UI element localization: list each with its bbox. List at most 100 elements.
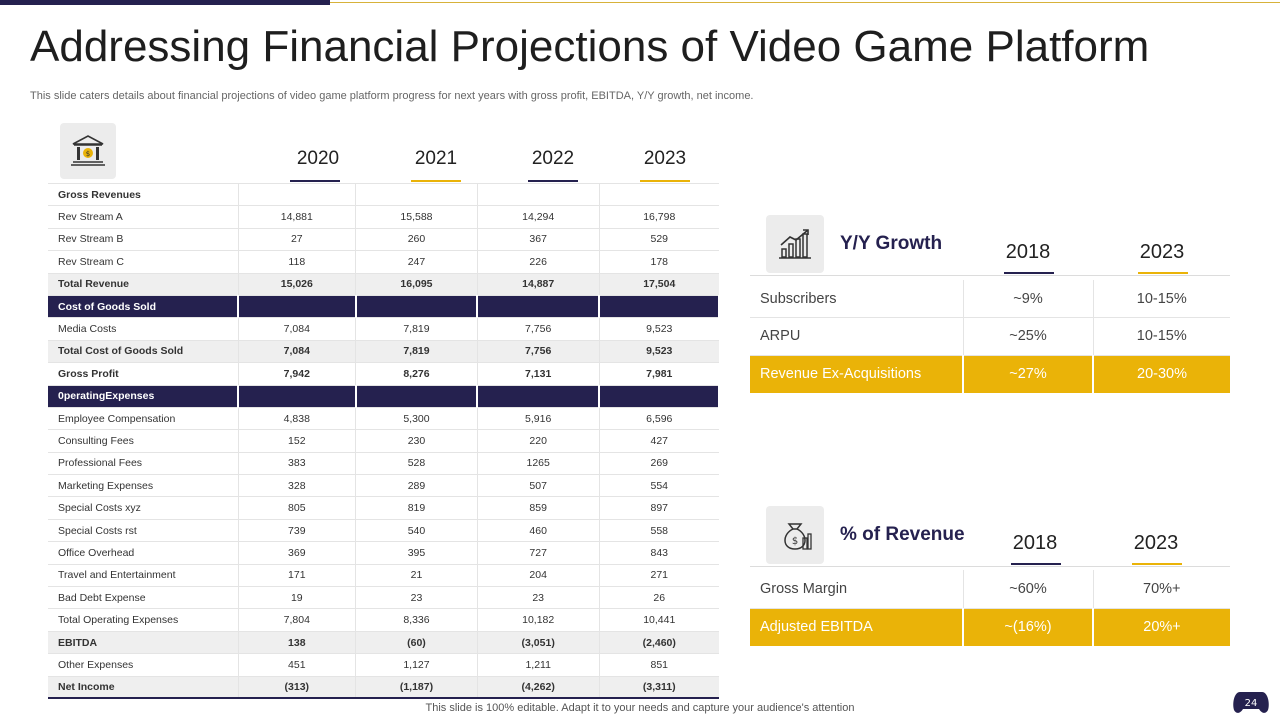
table-row: Gross Profit 7,942 8,276 7,131 7,981 [48, 362, 719, 386]
row-label: Media Costs [48, 317, 239, 341]
top-accent-bar [0, 0, 330, 5]
cell-value [599, 182, 719, 206]
cell-value: 328 [238, 474, 357, 497]
cell-value: 15,026 [238, 272, 357, 296]
gamepad-page-icon: 24 [1232, 684, 1270, 714]
cell-value: 20-30% [1093, 355, 1230, 393]
year-header-2023: 2023 [643, 148, 687, 169]
table-row: Other Expenses 451 1,127 1,211 851 [48, 653, 719, 677]
cell-value [238, 384, 357, 408]
cell-value: 289 [355, 474, 478, 497]
row-label: Gross Profit [48, 362, 239, 386]
cell-value: 14,294 [477, 205, 600, 229]
cell-value: 27 [238, 227, 357, 251]
cell-value: ~25% [963, 317, 1094, 356]
table-row: Cost of Goods Sold [48, 294, 720, 318]
cell-value: 427 [599, 429, 719, 453]
slide-subtitle: This slide caters details about financia… [30, 90, 754, 102]
row-label: Total Cost of Goods Sold [48, 339, 239, 363]
table-row: Employee Compensation 4,838 5,300 5,916 6,59… [48, 406, 719, 430]
cell-value [599, 294, 720, 318]
cell-value: 367 [477, 227, 600, 251]
cell-value: 152 [238, 429, 357, 453]
cell-value: (313) [238, 675, 357, 700]
cell-value: 171 [238, 563, 357, 587]
page-number: 24 [1245, 698, 1258, 709]
rev-year-2018: 2018 [1012, 532, 1058, 554]
pct-revenue-title: % of Revenue [840, 524, 965, 545]
row-label: Professional Fees [48, 451, 239, 475]
year-header-2022: 2022 [531, 148, 575, 169]
cell-value: 230 [355, 429, 478, 453]
row-label: Employee Compensation [48, 406, 239, 430]
cell-value: 6,596 [599, 406, 719, 430]
table-row: Media Costs 7,084 7,819 7,756 9,523 [48, 317, 719, 341]
table-row: Subscribers ~9% 10-15% [750, 280, 1230, 318]
row-label: Gross Margin [750, 570, 964, 609]
row-label: Travel and Entertainment [48, 563, 239, 587]
growth-chart-icon [766, 215, 824, 273]
table-row: Total Cost of Goods Sold 7,084 7,819 7,756 9… [48, 339, 719, 363]
cell-value: 26 [599, 586, 719, 609]
table-row: Special Costs xyz 805 819 859 897 [48, 496, 719, 520]
table-row: Consulting Fees 152 230 220 427 [48, 429, 719, 453]
row-label: EBITDA [48, 630, 239, 654]
cell-value: 7,756 [477, 317, 600, 341]
cell-value [599, 384, 720, 408]
row-label: Office Overhead [48, 541, 239, 565]
pct-revenue-table: Gross Margin ~60% 70%+ Adjusted EBITDA ~(16%… [750, 570, 1230, 646]
cell-value: 7,819 [355, 339, 478, 363]
cell-value: 859 [477, 496, 600, 520]
cell-value: 178 [599, 250, 719, 274]
row-label: Special Costs xyz [48, 496, 239, 520]
row-label: Net Income [48, 675, 239, 700]
year-underline [1011, 563, 1061, 565]
cell-value: (3,311) [599, 675, 719, 700]
cell-value: 7,819 [355, 317, 478, 341]
cell-value: 17,504 [599, 272, 719, 296]
row-label: Other Expenses [48, 653, 239, 677]
cell-value: 10,182 [477, 608, 600, 632]
cell-value [355, 294, 479, 318]
cell-value: 21 [355, 563, 478, 587]
cell-value [238, 294, 357, 318]
cell-value: 20%+ [1093, 608, 1230, 646]
cell-value: (3,051) [477, 630, 600, 654]
row-label: Rev Stream B [48, 227, 239, 251]
cell-value [477, 294, 601, 318]
cell-value: 118 [238, 250, 357, 274]
cell-value: (4,262) [477, 675, 600, 700]
cell-value: 269 [599, 451, 719, 475]
row-label: Subscribers [750, 280, 964, 318]
cell-value: 5,916 [477, 406, 600, 430]
cell-value: 739 [238, 518, 357, 542]
svg-text:$: $ [86, 150, 90, 158]
year-underline [1138, 272, 1188, 274]
row-label: Total Revenue [48, 272, 239, 296]
year-underline [411, 180, 461, 182]
cell-value: 369 [238, 541, 357, 565]
row-label: Bad Debt Expense [48, 586, 239, 609]
top-accent-line [330, 2, 1280, 3]
cell-value: 507 [477, 474, 600, 497]
table-row: Gross Revenues [48, 182, 719, 206]
yy-year-2023: 2023 [1139, 241, 1185, 263]
cell-value: (60) [355, 630, 478, 654]
cell-value: 16,095 [355, 272, 478, 296]
cell-value [477, 384, 601, 408]
yy-growth-table: Subscribers ~9% 10-15% ARPU ~25% 10-15% Revenu… [750, 280, 1230, 393]
row-label: ARPU [750, 317, 964, 356]
cell-value [355, 182, 478, 206]
row-label: Consulting Fees [48, 429, 239, 453]
cell-value: (2,460) [599, 630, 719, 654]
cell-value: 529 [599, 227, 719, 251]
table-row: Gross Margin ~60% 70%+ [750, 570, 1230, 609]
cell-value: 138 [238, 630, 357, 654]
row-label: Revenue Ex-Acquisitions [750, 355, 964, 393]
row-label: Special Costs rst [48, 518, 239, 542]
table-row: Total Operating Expenses 7,804 8,336 10,182… [48, 608, 719, 632]
cell-value: 395 [355, 541, 478, 565]
cell-value: 220 [477, 429, 600, 453]
footer-note: This slide is 100% editable. Adapt it to… [425, 702, 855, 714]
table-row: Professional Fees 383 528 1265 269 [48, 451, 719, 475]
